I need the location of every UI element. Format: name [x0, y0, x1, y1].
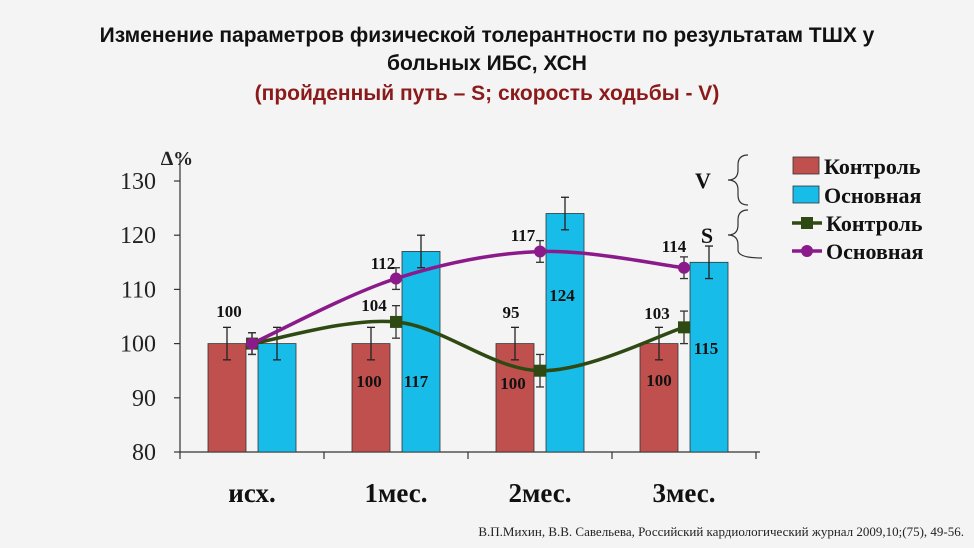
data-label: 103	[644, 304, 670, 323]
legend-group-label: V	[695, 168, 711, 193]
data-label: 112	[371, 254, 396, 273]
chart-title-line2: больных ИБС, ХСН	[387, 52, 587, 75]
x-tick-label: 1мес.	[365, 478, 428, 508]
data-label: 104	[361, 296, 387, 315]
legend-swatch-marker	[801, 245, 813, 257]
data-label: 115	[694, 339, 719, 358]
data-label: 100	[216, 302, 242, 321]
y-tick-label: 130	[120, 169, 156, 195]
data-label: 100	[356, 372, 382, 391]
legend-brace	[727, 209, 763, 259]
citation: В.П.Михин, В.В. Савельева, Российский ка…	[478, 524, 964, 539]
legend-brace	[727, 154, 749, 206]
data-label: 117	[404, 372, 429, 391]
bar	[401, 251, 441, 453]
legend-label: Основная	[826, 239, 924, 264]
y-tick-label: 110	[121, 277, 156, 303]
line-marker	[534, 245, 546, 258]
series-line	[251, 249, 685, 346]
bar	[639, 343, 679, 453]
bar	[689, 261, 729, 453]
line-marker	[534, 364, 546, 377]
line-marker	[246, 337, 258, 350]
bar	[545, 213, 585, 453]
data-label: 100	[500, 374, 526, 393]
legend-label: Контроль	[824, 154, 921, 179]
y-tick-label: 90	[132, 386, 156, 412]
chart-title-line1: Изменение параметров физической толерант…	[99, 24, 875, 47]
line-marker	[390, 315, 402, 328]
y-tick-label: 100	[120, 332, 156, 358]
line-marker	[678, 321, 690, 334]
x-tick-label: исх.	[228, 478, 275, 508]
data-label: 95	[503, 303, 520, 322]
x-tick-label: 2мес.	[509, 478, 572, 508]
x-tick-label: 3мес.	[653, 478, 716, 508]
y-tick-label: 120	[120, 223, 156, 249]
data-label: 100	[646, 371, 672, 390]
data-label: 114	[662, 237, 687, 256]
legend-group-label: S	[701, 223, 713, 248]
legend-label: Контроль	[826, 211, 923, 236]
legend-swatch	[792, 156, 820, 175]
line-marker	[390, 272, 402, 285]
bar	[257, 343, 297, 453]
y-axis-label: ∆%	[161, 148, 193, 170]
legend-swatch	[792, 185, 820, 204]
series-line	[251, 319, 685, 373]
data-label: 124	[549, 286, 575, 305]
legend-label: Основная	[824, 183, 922, 208]
y-tick-label: 80	[132, 440, 156, 466]
chart-subtitle: (пройденный путь – S; скорость ходьбы - …	[254, 82, 720, 105]
line-marker	[678, 261, 690, 274]
bar	[351, 343, 391, 453]
legend-swatch-marker	[801, 217, 813, 229]
data-label: 117	[511, 226, 536, 245]
